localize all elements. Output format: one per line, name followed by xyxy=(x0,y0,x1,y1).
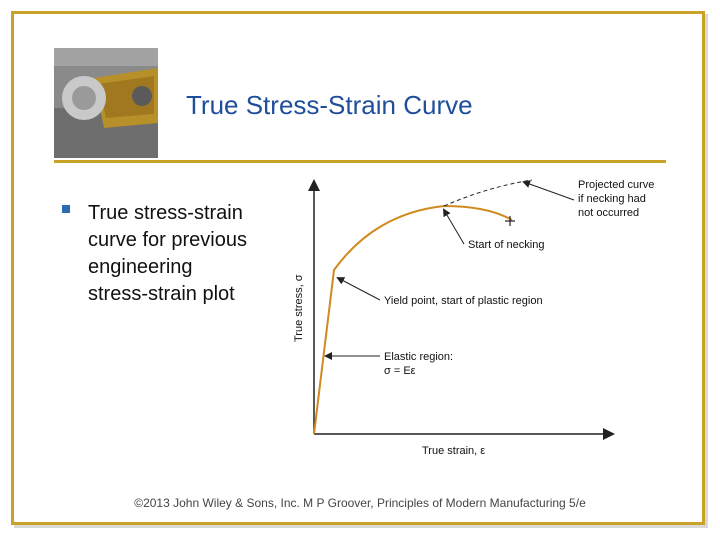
header-photo xyxy=(54,48,158,158)
slide-frame xyxy=(11,11,705,525)
leader-necking xyxy=(442,208,465,245)
true-stress-curve xyxy=(313,204,513,435)
annotation-projected-1: Projected curve xyxy=(578,179,654,191)
y-axis-label: True stress, σ xyxy=(293,274,305,342)
copyright-credit: ©2013 John Wiley & Sons, Inc. M P Groove… xyxy=(134,496,586,510)
bullet-marker xyxy=(62,205,70,213)
annotation-necking: Start of necking xyxy=(468,239,544,251)
annotation-projected-2: if necking had xyxy=(578,193,646,205)
bullet-item: True stress‑strain curve for previous en… xyxy=(62,200,290,308)
slide-frame-shadow xyxy=(14,14,708,528)
necking-marker xyxy=(505,216,515,226)
annotation-yield: Yield point, start of plastic region xyxy=(384,295,543,307)
leader-projected xyxy=(522,180,575,201)
x-axis-label: True strain, ε xyxy=(422,445,485,457)
title-rule xyxy=(54,160,666,163)
bullet-text: True stress‑strain curve for previous en… xyxy=(88,202,247,305)
projected-curve xyxy=(443,179,533,207)
slide-title: True Stress-Strain Curve xyxy=(186,90,473,120)
annotation-projected-3: not occurred xyxy=(578,207,639,219)
leader-yield xyxy=(336,277,381,301)
annotation-elastic-2: σ = Eε xyxy=(384,365,416,377)
stress-strain-figure: True stress, σ True strain, ε Projected … xyxy=(286,166,676,466)
annotation-elastic-1: Elastic region: xyxy=(384,351,453,363)
